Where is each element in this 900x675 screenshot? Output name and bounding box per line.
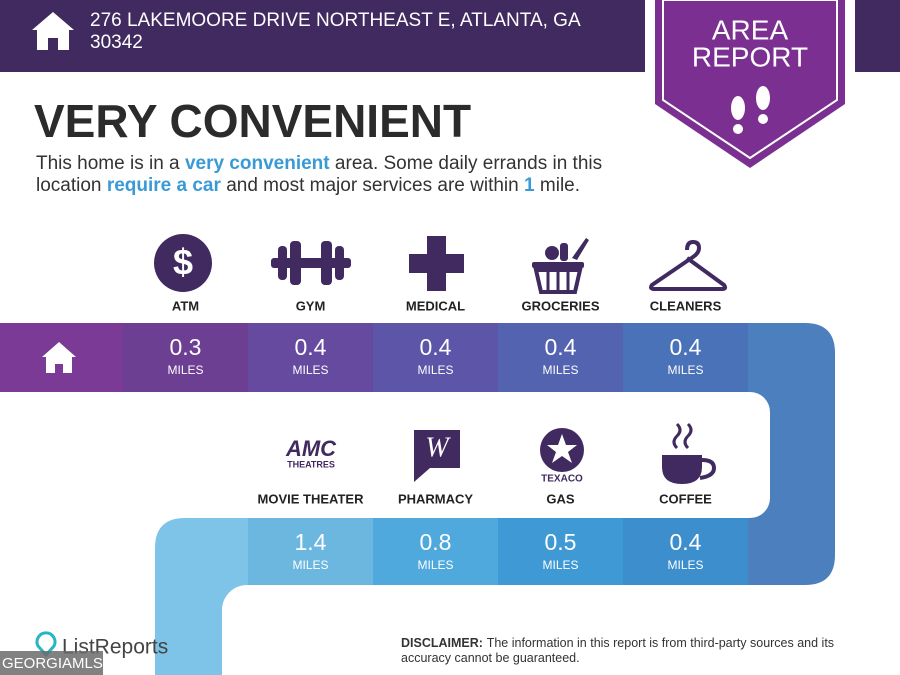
distance-cell (123, 323, 248, 392)
description-text: and most major services are within (226, 175, 519, 196)
distance-value: 0.3 (170, 334, 202, 360)
texaco-logo: TEXACO (541, 474, 583, 485)
title: VERY CONVENIENT (34, 95, 471, 147)
disclaimer-text: The information in this report is from t… (401, 636, 835, 665)
cells: 0.3 MILES 0.4 MILES 0.4 MILES 0.4 MILES 0.4 MILES… (123, 323, 748, 585)
amenity-label: MEDICAL (406, 298, 465, 313)
description-text: This home is in a (36, 153, 180, 174)
amenity-label: ATM (172, 298, 199, 313)
distance-cell (373, 323, 498, 392)
walgreens-icon (414, 430, 460, 482)
distance-value: 0.4 (420, 334, 452, 360)
amenity-label: GROCERIES (521, 298, 599, 313)
distance-cell (623, 323, 748, 392)
distance-unit: MILES (542, 363, 578, 377)
icons: $ (154, 234, 728, 294)
distance-unit: MILES (417, 363, 453, 377)
address-line: 276 LAKEMOORE DRIVE NORTHEAST E, ATLANTA… (90, 10, 581, 31)
distance-value: 0.4 (670, 529, 702, 555)
distance-cell (373, 518, 498, 585)
description-highlight: require a car (106, 175, 221, 196)
home-icon (32, 12, 74, 50)
badge-inner-border (662, 0, 838, 160)
distance-value: 0.4 (670, 334, 702, 360)
brand-icon (35, 631, 57, 658)
distance-value: 0.4 (295, 334, 327, 360)
coffee-icon (662, 422, 717, 484)
badge-text: REPORT (692, 41, 808, 72)
groceries-icon (532, 238, 589, 294)
distance-value: 0.5 (545, 529, 577, 555)
distance-unit: MILES (167, 363, 203, 377)
watermark-box (0, 651, 103, 675)
amenity-label: COFFEE (659, 491, 712, 506)
distance-cell (623, 518, 748, 585)
disclaimer: DISCLAIMER: The information in this repor… (401, 636, 871, 666)
amenity-label: CLEANERS (650, 298, 722, 313)
amenity-label: GAS (546, 491, 575, 506)
cleaners-icon (649, 239, 728, 291)
amenity-label: GYM (296, 298, 326, 313)
distance-cell (248, 323, 373, 392)
description: This home is in a very convenient area. So… (36, 153, 646, 197)
footprints-icon (731, 86, 770, 134)
distance-value: 1.4 (295, 529, 327, 555)
band-gap (222, 585, 900, 675)
atm-symbol: $ (173, 242, 193, 283)
home-icon (42, 342, 76, 373)
atm-icon (154, 234, 212, 292)
description-text: area. Some daily errands in this locatio… (36, 153, 603, 196)
distance-cell (498, 518, 623, 585)
disclaimer-label: DISCLAIMER: (401, 636, 483, 650)
band-gap (0, 392, 770, 518)
description-highlight: very convenient (184, 153, 330, 174)
amenity-label: MOVIE THEATER (258, 491, 365, 506)
distance-cell (248, 518, 373, 585)
distance-cell (498, 323, 623, 392)
distance-unit: MILES (417, 558, 453, 572)
gym-icon (271, 241, 351, 285)
distance-value: 0.8 (420, 529, 452, 555)
distance-unit: MILES (667, 363, 703, 377)
amenity-label: PHARMACY (398, 491, 473, 506)
amc-logo-sub: THEATRES (287, 459, 335, 469)
address-line: 30342 (90, 32, 143, 53)
description-highlight: 1 (524, 175, 535, 196)
walgreens-logo: W (425, 432, 451, 463)
description-text: mile. (539, 175, 581, 196)
amc-logo: AMC (285, 436, 337, 461)
distance-unit: MILES (292, 363, 328, 377)
texaco-star (547, 434, 577, 463)
badge-text: AREA (712, 14, 789, 45)
band-connector (740, 323, 835, 585)
distance-unit: MILES (542, 558, 578, 572)
watermark: GEORGIAMLS (2, 655, 103, 672)
distance-value: 0.4 (545, 334, 577, 360)
distance-unit: MILES (292, 558, 328, 572)
distance-unit: MILES (667, 558, 703, 572)
medical-icon (409, 236, 464, 291)
icons: AMC THEATRES W TEXACO (285, 422, 717, 485)
